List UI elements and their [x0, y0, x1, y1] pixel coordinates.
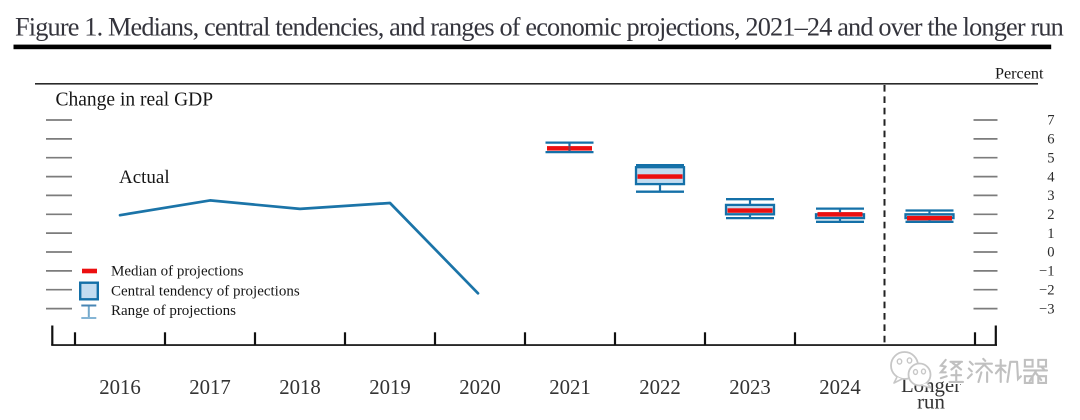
- svg-text:2019: 2019: [369, 376, 411, 399]
- svg-text:2022: 2022: [639, 376, 681, 399]
- svg-text:Percent: Percent: [995, 65, 1044, 83]
- svg-text:run: run: [917, 391, 945, 414]
- svg-text:2024: 2024: [819, 376, 861, 399]
- svg-text:Figure 1. Medians, central te: Figure 1. Medians, central tendencies, a…: [15, 13, 1064, 42]
- svg-text:Range of projections: Range of projections: [111, 303, 236, 319]
- svg-text:2: 2: [1047, 207, 1054, 223]
- svg-text:2020: 2020: [459, 376, 501, 399]
- svg-text:−3: −3: [1039, 301, 1055, 317]
- svg-text:−2: −2: [1039, 282, 1055, 298]
- svg-text:4: 4: [1047, 169, 1055, 185]
- svg-text:2016: 2016: [99, 376, 141, 399]
- svg-text:5: 5: [1047, 150, 1054, 166]
- svg-text:6: 6: [1047, 132, 1054, 148]
- svg-text:1: 1: [1047, 226, 1054, 242]
- svg-text:Actual: Actual: [119, 167, 170, 188]
- svg-text:2023: 2023: [729, 376, 771, 399]
- svg-text:2018: 2018: [279, 376, 321, 399]
- svg-text:2017: 2017: [189, 376, 231, 399]
- svg-text:0: 0: [1047, 245, 1054, 261]
- svg-text:Median of projections: Median of projections: [111, 264, 244, 280]
- svg-text:2021: 2021: [549, 376, 591, 399]
- svg-text:3: 3: [1047, 188, 1054, 204]
- svg-text:Central tendency of projection: Central tendency of projections: [111, 284, 300, 300]
- svg-text:Change in real GDP: Change in real GDP: [56, 90, 214, 111]
- svg-text:−1: −1: [1039, 264, 1055, 280]
- svg-text:7: 7: [1047, 113, 1054, 129]
